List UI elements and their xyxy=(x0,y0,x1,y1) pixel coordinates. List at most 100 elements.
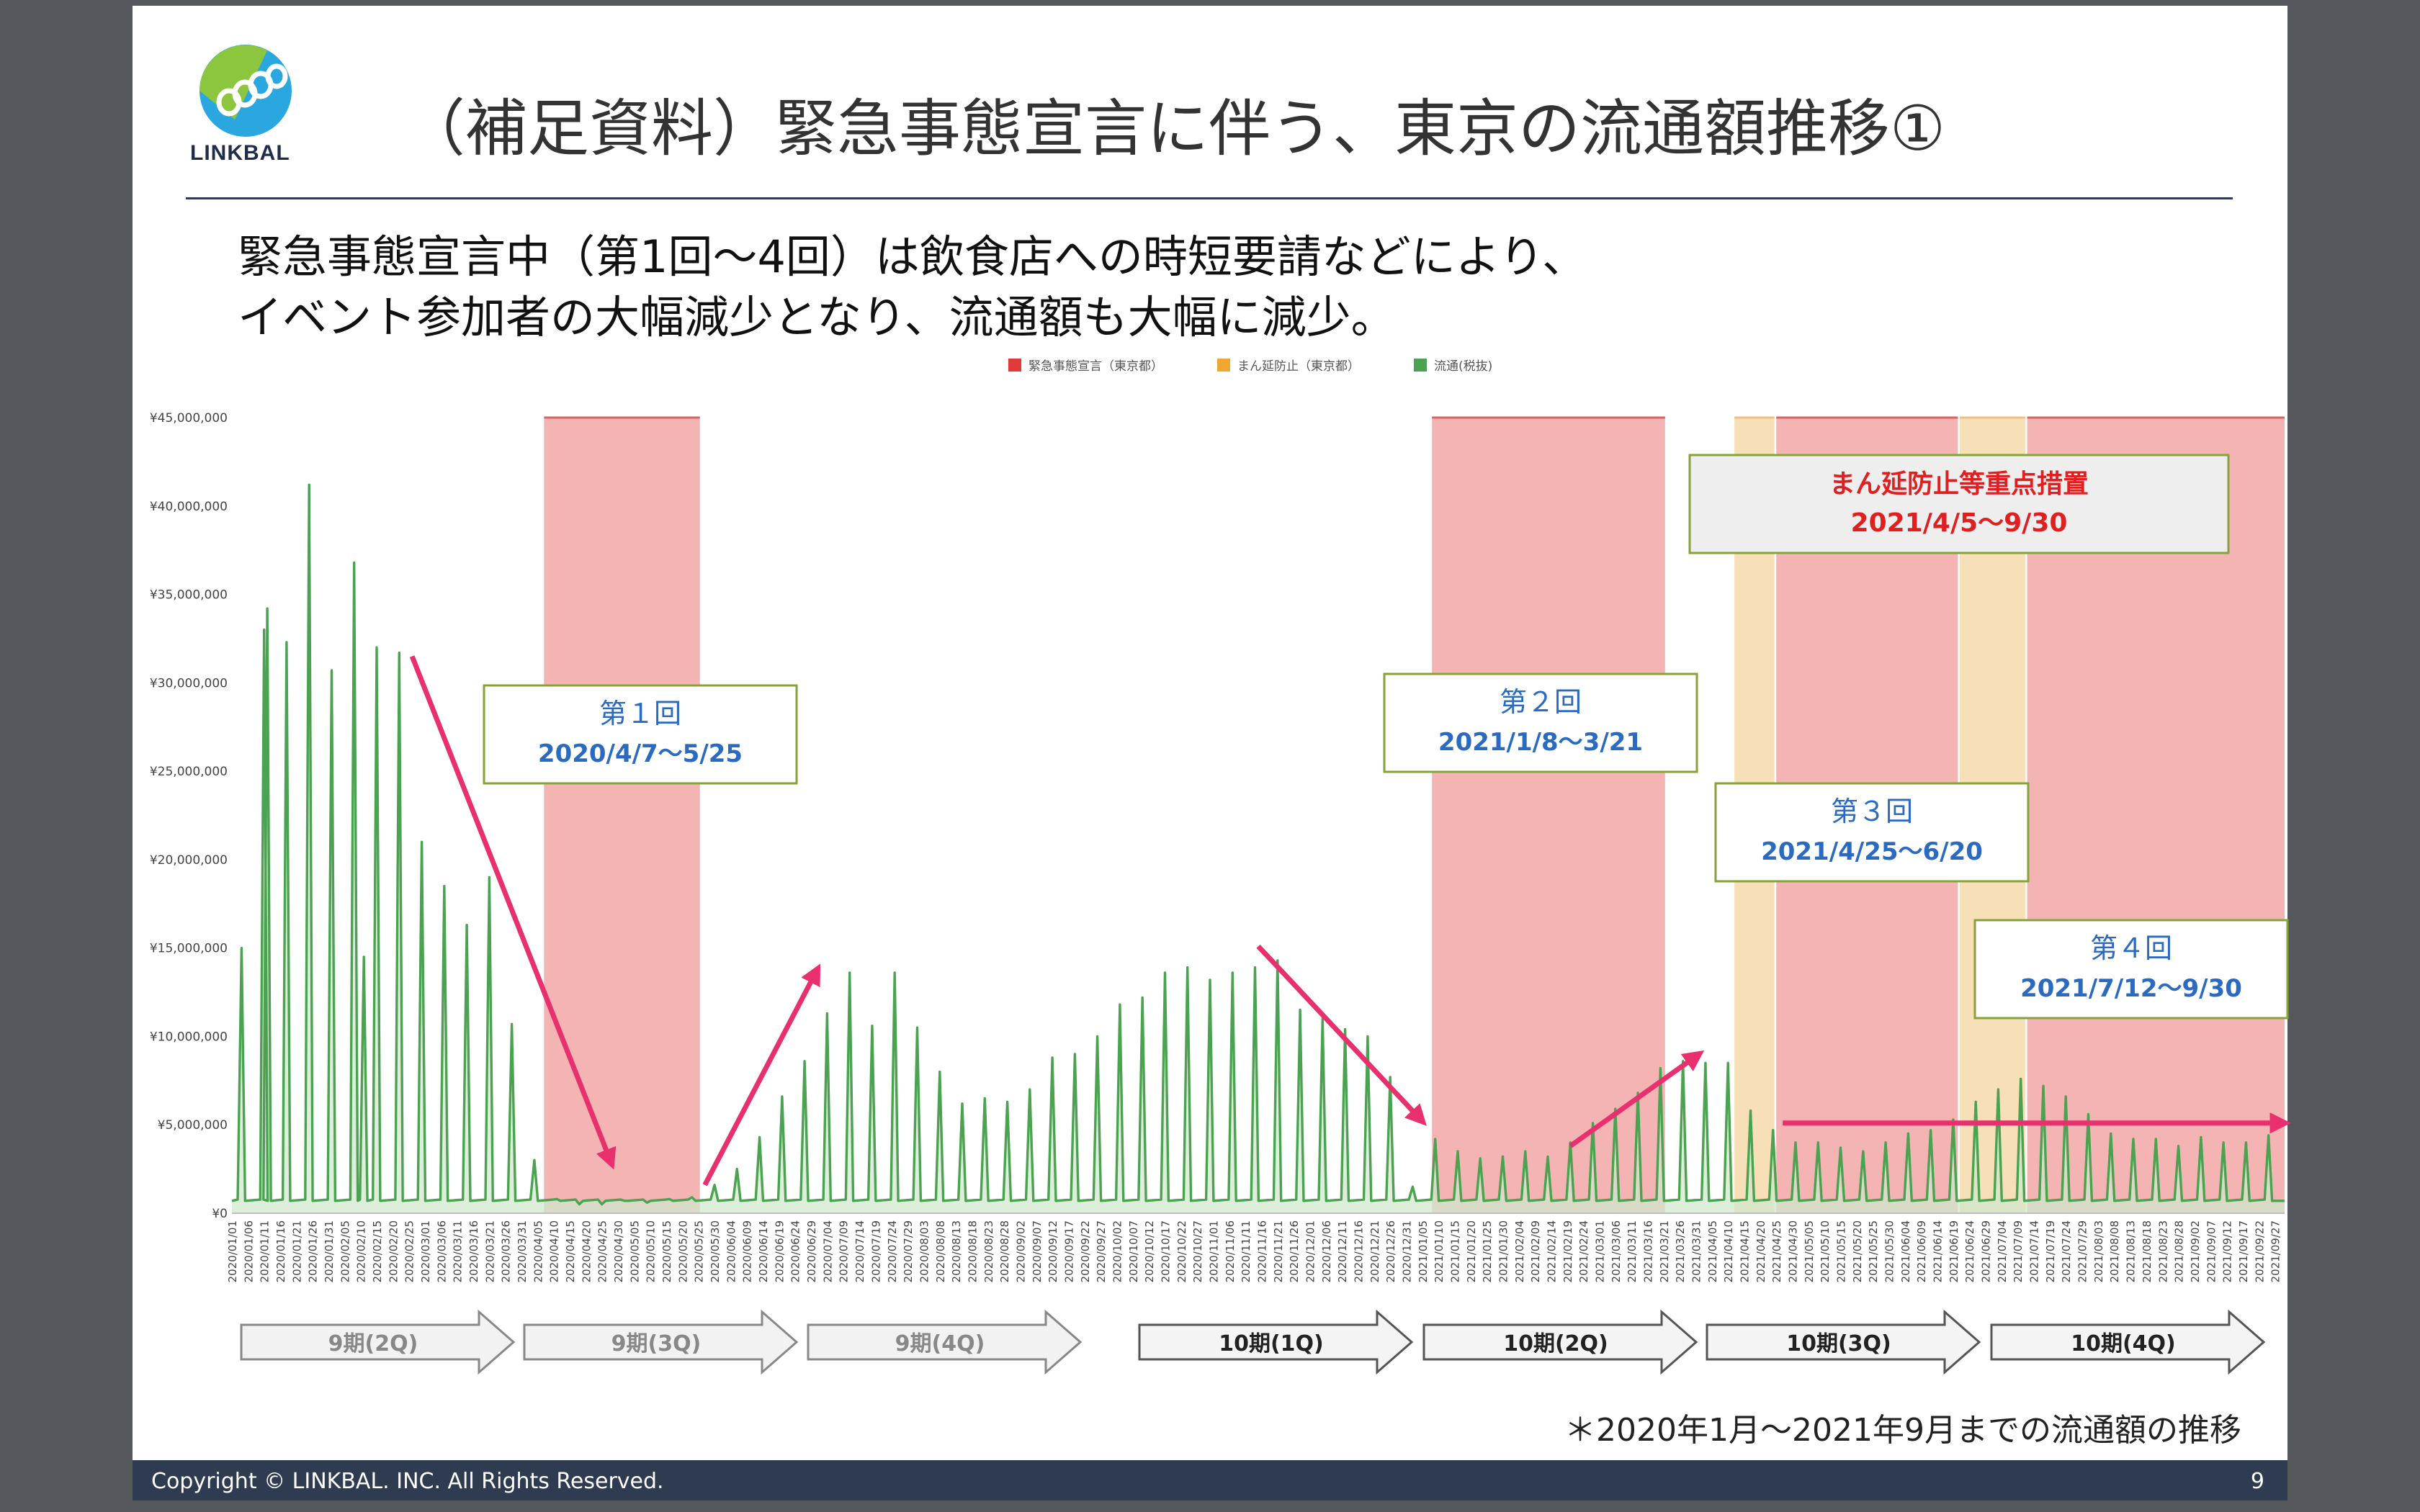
x-tick-label: 2020/09/07 xyxy=(1031,1220,1044,1282)
x-tick-label: 2020/05/25 xyxy=(693,1220,706,1282)
x-tick-label: 2020/07/04 xyxy=(821,1220,834,1282)
x-tick-label: 2021/06/14 xyxy=(1932,1220,1945,1282)
x-tick-label: 2021/01/05 xyxy=(1417,1220,1430,1282)
y-tick-label: ¥45,000,000 xyxy=(150,411,228,426)
legend-swatch-0 xyxy=(1008,359,1021,372)
x-tick-label: 2020/02/05 xyxy=(339,1220,351,1282)
x-tick-label: 2021/09/07 xyxy=(2205,1220,2218,1282)
x-tick-label: 2020/02/15 xyxy=(371,1220,384,1282)
callout-text-4-0: まん延防止等重点措置 xyxy=(1829,469,2089,499)
x-tick-label: 2021/02/09 xyxy=(1529,1220,1542,1282)
x-tick-label: 2020/10/02 xyxy=(1111,1220,1124,1282)
x-tick-label: 2020/12/26 xyxy=(1384,1220,1397,1282)
x-tick-label: 2020/03/31 xyxy=(516,1220,529,1282)
x-tick-label: 2021/07/09 xyxy=(2012,1220,2025,1282)
x-tick-label: 2021/06/04 xyxy=(1899,1220,1912,1282)
fiscal-arrow-5 xyxy=(1706,1309,1981,1375)
x-tick-label: 2020/10/12 xyxy=(1143,1220,1156,1282)
x-tick-label: 2020/01/06 xyxy=(242,1220,255,1282)
x-tick-label: 2020/09/02 xyxy=(1014,1220,1027,1282)
x-tick-label: 2021/09/02 xyxy=(2189,1220,2202,1282)
x-tick-label: 2020/01/16 xyxy=(274,1220,287,1282)
x-tick-label: 2020/12/21 xyxy=(1368,1220,1381,1282)
x-tick-label: 2020/12/06 xyxy=(1320,1220,1333,1282)
x-tick-label: 2020/08/28 xyxy=(998,1220,1011,1282)
series-line xyxy=(231,483,2285,1206)
x-tick-label: 2021/07/14 xyxy=(2028,1220,2041,1282)
x-tick-label: 2021/08/08 xyxy=(2108,1220,2121,1282)
x-tick-label: 2020/03/16 xyxy=(467,1220,480,1282)
x-tick-label: 2021/07/29 xyxy=(2076,1220,2089,1282)
x-tick-label: 2021/06/09 xyxy=(1915,1220,1928,1282)
fiscal-label-6: 10期(4Q) xyxy=(2071,1331,2176,1356)
period-band-0 xyxy=(544,418,700,1213)
trend-arrow-1 xyxy=(702,963,821,1187)
x-tick-label: 2021/03/16 xyxy=(1642,1220,1655,1282)
trend-arrow-2 xyxy=(1256,944,1427,1126)
legend-label-1: まん延防止（東京都） xyxy=(1237,359,1360,374)
x-tick-label: 2020/04/05 xyxy=(532,1220,544,1282)
x-tick-label: 2021/02/04 xyxy=(1513,1220,1526,1282)
x-tick-label: 2021/03/06 xyxy=(1610,1220,1623,1282)
x-tick-label: 2020/06/19 xyxy=(773,1220,786,1282)
x-tick-label: 2021/01/30 xyxy=(1497,1220,1510,1282)
x-tick-label: 2020/05/05 xyxy=(628,1220,641,1282)
page-title: （補足資料）緊急事態宣言に伴う、東京の流通額推移① xyxy=(403,93,1946,165)
x-tick-label: 2021/06/19 xyxy=(1948,1220,1960,1282)
callout-box-2 xyxy=(1714,782,2030,883)
callout-text-2-1: 2021/4/25〜6/20 xyxy=(1761,837,1983,866)
x-tick-label: 2021/03/26 xyxy=(1674,1220,1687,1282)
fiscal-label-5: 10期(3Q) xyxy=(1786,1331,1891,1356)
x-tick-label: 2020/09/12 xyxy=(1047,1220,1059,1282)
fiscal-label-4: 10期(2Q) xyxy=(1503,1331,1608,1356)
x-tick-label: 2020/06/24 xyxy=(789,1220,802,1282)
x-tick-label: 2020/05/30 xyxy=(709,1220,722,1282)
x-tick-label: 2020/10/22 xyxy=(1175,1220,1188,1282)
x-tick-label: 2020/07/09 xyxy=(838,1220,851,1282)
x-tick-label: 2020/09/17 xyxy=(1062,1220,1075,1282)
callout-text-1-1: 2021/1/8〜3/21 xyxy=(1438,728,1643,757)
y-tick-label: ¥20,000,000 xyxy=(150,853,228,868)
y-tick-label: ¥0 xyxy=(212,1207,228,1221)
x-tick-label: 2021/05/10 xyxy=(1819,1220,1832,1282)
x-tick-label: 2020/05/10 xyxy=(645,1220,658,1282)
callout-box-4 xyxy=(1688,454,2230,554)
x-tick-label: 2020/12/11 xyxy=(1336,1220,1349,1282)
x-tick-label: 2021/01/10 xyxy=(1433,1220,1446,1282)
x-tick-label: 2020/12/16 xyxy=(1353,1220,1366,1282)
subtitle-line-1: 緊急事態宣言中（第1回〜4回）は飲食店への時短要請などにより、 xyxy=(238,230,1587,283)
fiscal-arrow-2 xyxy=(807,1309,1083,1375)
x-tick-label: 2021/08/03 xyxy=(2092,1220,2105,1282)
x-tick-label: 2020/08/18 xyxy=(966,1220,979,1282)
title-divider xyxy=(186,197,2233,199)
callout-text-0-0: 第１回 xyxy=(599,698,681,729)
fiscal-arrow-1 xyxy=(523,1309,799,1375)
callout-box-3 xyxy=(1973,919,2289,1020)
x-tick-label: 2020/11/06 xyxy=(1224,1220,1237,1282)
x-tick-label: 2020/07/29 xyxy=(902,1220,915,1282)
x-tick-label: 2021/03/11 xyxy=(1626,1220,1639,1282)
x-tick-label: 2021/03/21 xyxy=(1658,1220,1671,1282)
x-tick-label: 2021/08/23 xyxy=(2156,1220,2169,1282)
fiscal-label-3: 10期(1Q) xyxy=(1219,1331,1324,1356)
callout-text-3-0: 第４回 xyxy=(2090,932,2172,964)
x-tick-label: 2020/11/21 xyxy=(1272,1220,1285,1282)
x-tick-label: 2021/07/24 xyxy=(2060,1220,2073,1282)
legend-label-0: 緊急事態宣言（東京都） xyxy=(1028,359,1163,374)
x-tick-label: 2020/07/24 xyxy=(886,1220,899,1282)
x-tick-label: 2020/04/15 xyxy=(564,1220,577,1282)
x-tick-label: 2020/01/01 xyxy=(226,1220,239,1282)
x-tick-label: 2020/11/16 xyxy=(1256,1220,1269,1282)
x-tick-label: 2021/07/19 xyxy=(2044,1220,2057,1282)
x-tick-label: 2020/01/11 xyxy=(259,1220,272,1282)
x-tick-label: 2020/02/10 xyxy=(355,1220,368,1282)
x-tick-label: 2020/11/26 xyxy=(1288,1220,1301,1282)
x-tick-label: 2021/05/15 xyxy=(1835,1220,1848,1282)
x-tick-label: 2021/01/25 xyxy=(1481,1220,1494,1282)
x-tick-label: 2020/04/25 xyxy=(596,1220,609,1282)
x-tick-label: 2021/05/25 xyxy=(1867,1220,1880,1282)
fiscal-arrow-3 xyxy=(1138,1309,1414,1375)
x-tick-label: 2020/04/10 xyxy=(548,1220,561,1282)
callout-text-0-1: 2020/4/7〜5/25 xyxy=(538,739,743,768)
